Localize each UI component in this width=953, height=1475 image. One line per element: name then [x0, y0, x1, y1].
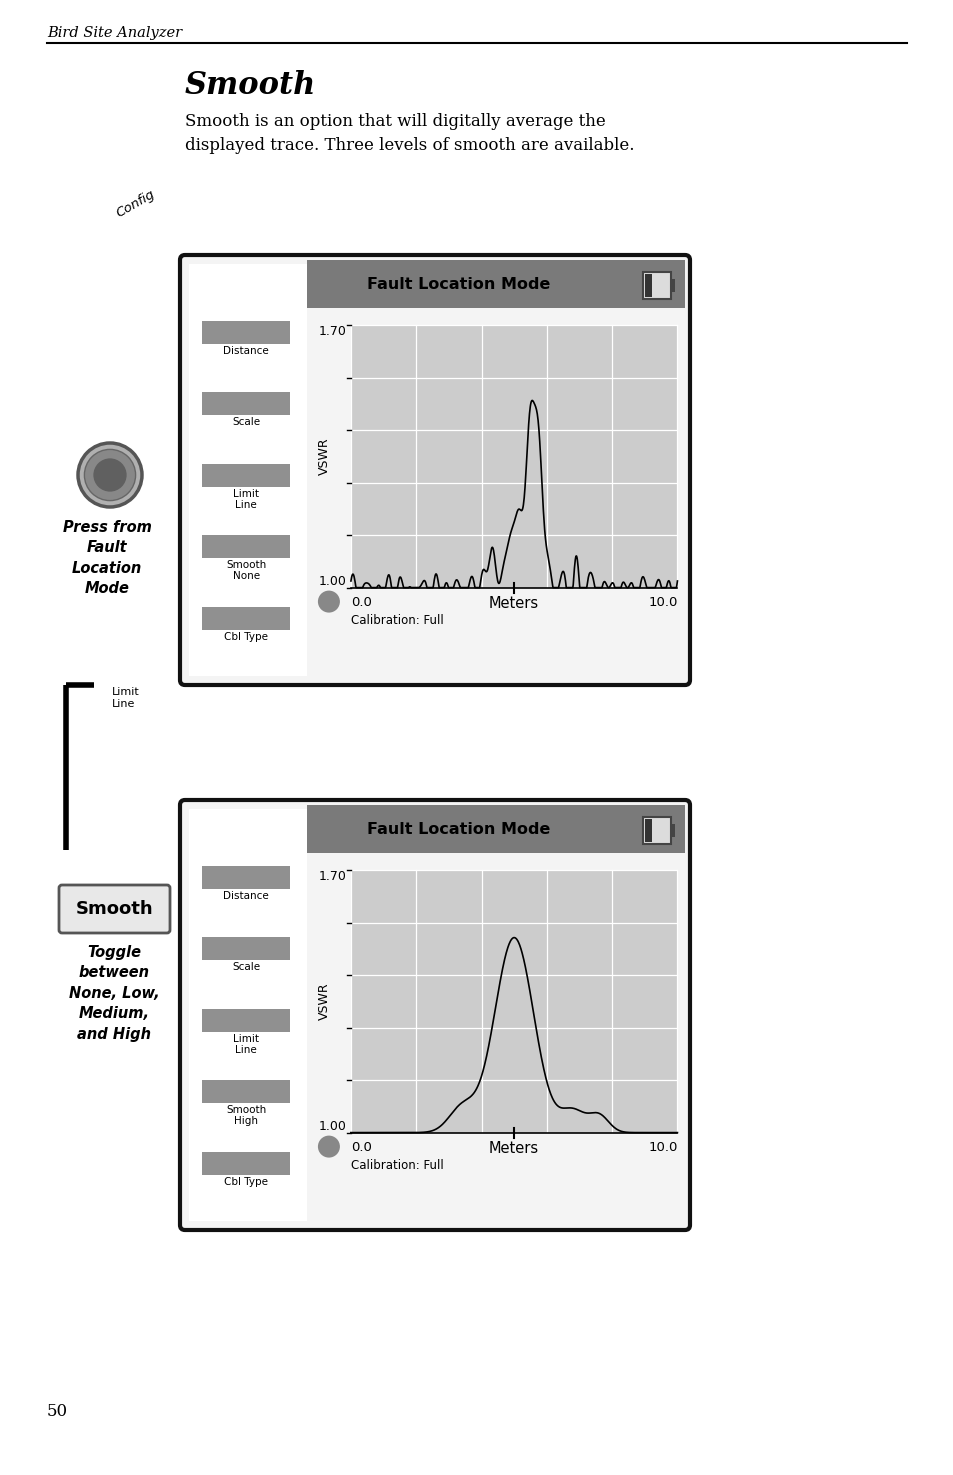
Text: Press from
Fault
Location
Mode: Press from Fault Location Mode	[63, 521, 152, 596]
Text: Limit
Line: Limit Line	[233, 488, 259, 509]
Bar	[189, 264, 307, 676]
Text: Toggle
between
None, Low,
Medium,
and High: Toggle between None, Low, Medium, and Hi…	[69, 945, 159, 1041]
Text: 0.0: 0.0	[351, 596, 372, 609]
Text: Config: Config	[114, 187, 157, 220]
Bar	[202, 866, 290, 889]
Bar	[642, 271, 670, 298]
Bar	[644, 274, 651, 296]
Text: Distance: Distance	[223, 891, 269, 901]
Text: Fault Location Mode: Fault Location Mode	[366, 277, 550, 292]
FancyBboxPatch shape	[180, 255, 689, 684]
Text: VSWR: VSWR	[317, 438, 330, 475]
Text: Cbl Type: Cbl Type	[224, 1177, 268, 1186]
Text: Smooth
High: Smooth High	[226, 1105, 266, 1125]
Text: Meters: Meters	[489, 596, 538, 611]
Text: Scale: Scale	[232, 417, 260, 428]
Bar	[202, 606, 290, 630]
Bar	[202, 1080, 290, 1103]
FancyBboxPatch shape	[180, 799, 689, 1230]
Text: 1.00: 1.00	[318, 575, 347, 587]
Bar	[202, 1009, 290, 1032]
Circle shape	[93, 459, 127, 491]
Text: Cbl Type: Cbl Type	[224, 631, 268, 642]
Bar	[202, 937, 290, 960]
FancyBboxPatch shape	[59, 885, 170, 934]
Text: Smooth is an option that will digitally average the: Smooth is an option that will digitally …	[185, 114, 605, 130]
Bar	[670, 279, 675, 292]
Bar	[202, 535, 290, 558]
Text: 0.0: 0.0	[351, 1140, 372, 1153]
Text: 50: 50	[47, 1403, 68, 1420]
Bar	[642, 817, 670, 844]
Text: 1.00: 1.00	[318, 1120, 347, 1133]
Circle shape	[317, 1136, 339, 1158]
Text: Smooth
None: Smooth None	[226, 560, 266, 581]
Text: Distance: Distance	[223, 347, 269, 355]
Bar	[202, 1152, 290, 1174]
Text: Meters: Meters	[489, 1140, 538, 1155]
Bar	[307, 805, 684, 854]
Text: Fault Location Mode: Fault Location Mode	[366, 822, 550, 836]
Text: 10.0: 10.0	[647, 1140, 677, 1153]
Circle shape	[78, 442, 142, 507]
Text: VSWR: VSWR	[317, 982, 330, 1021]
Bar	[351, 324, 677, 587]
Bar	[202, 322, 290, 344]
Text: Smooth: Smooth	[75, 900, 153, 917]
Bar	[307, 260, 684, 308]
Bar	[202, 463, 290, 487]
Bar	[644, 819, 651, 842]
Text: 1.70: 1.70	[318, 870, 347, 884]
Circle shape	[84, 450, 135, 500]
Text: Limit
Line: Limit Line	[233, 1034, 259, 1055]
Bar	[351, 870, 677, 1133]
Text: displayed trace. Three levels of smooth are available.: displayed trace. Three levels of smooth …	[185, 137, 634, 153]
Text: Smooth: Smooth	[185, 69, 315, 100]
Text: Limit
Line: Limit Line	[112, 687, 139, 708]
Text: 1.70: 1.70	[318, 324, 347, 338]
Circle shape	[317, 590, 339, 612]
Bar	[189, 808, 307, 1221]
Text: Scale: Scale	[232, 962, 260, 972]
Text: Calibration: Full: Calibration: Full	[351, 1158, 443, 1171]
Bar	[670, 823, 675, 836]
Bar	[202, 392, 290, 416]
Text: Bird Site Analyzer: Bird Site Analyzer	[47, 27, 182, 40]
Text: 10.0: 10.0	[647, 596, 677, 609]
Text: Calibration: Full: Calibration: Full	[351, 614, 443, 627]
